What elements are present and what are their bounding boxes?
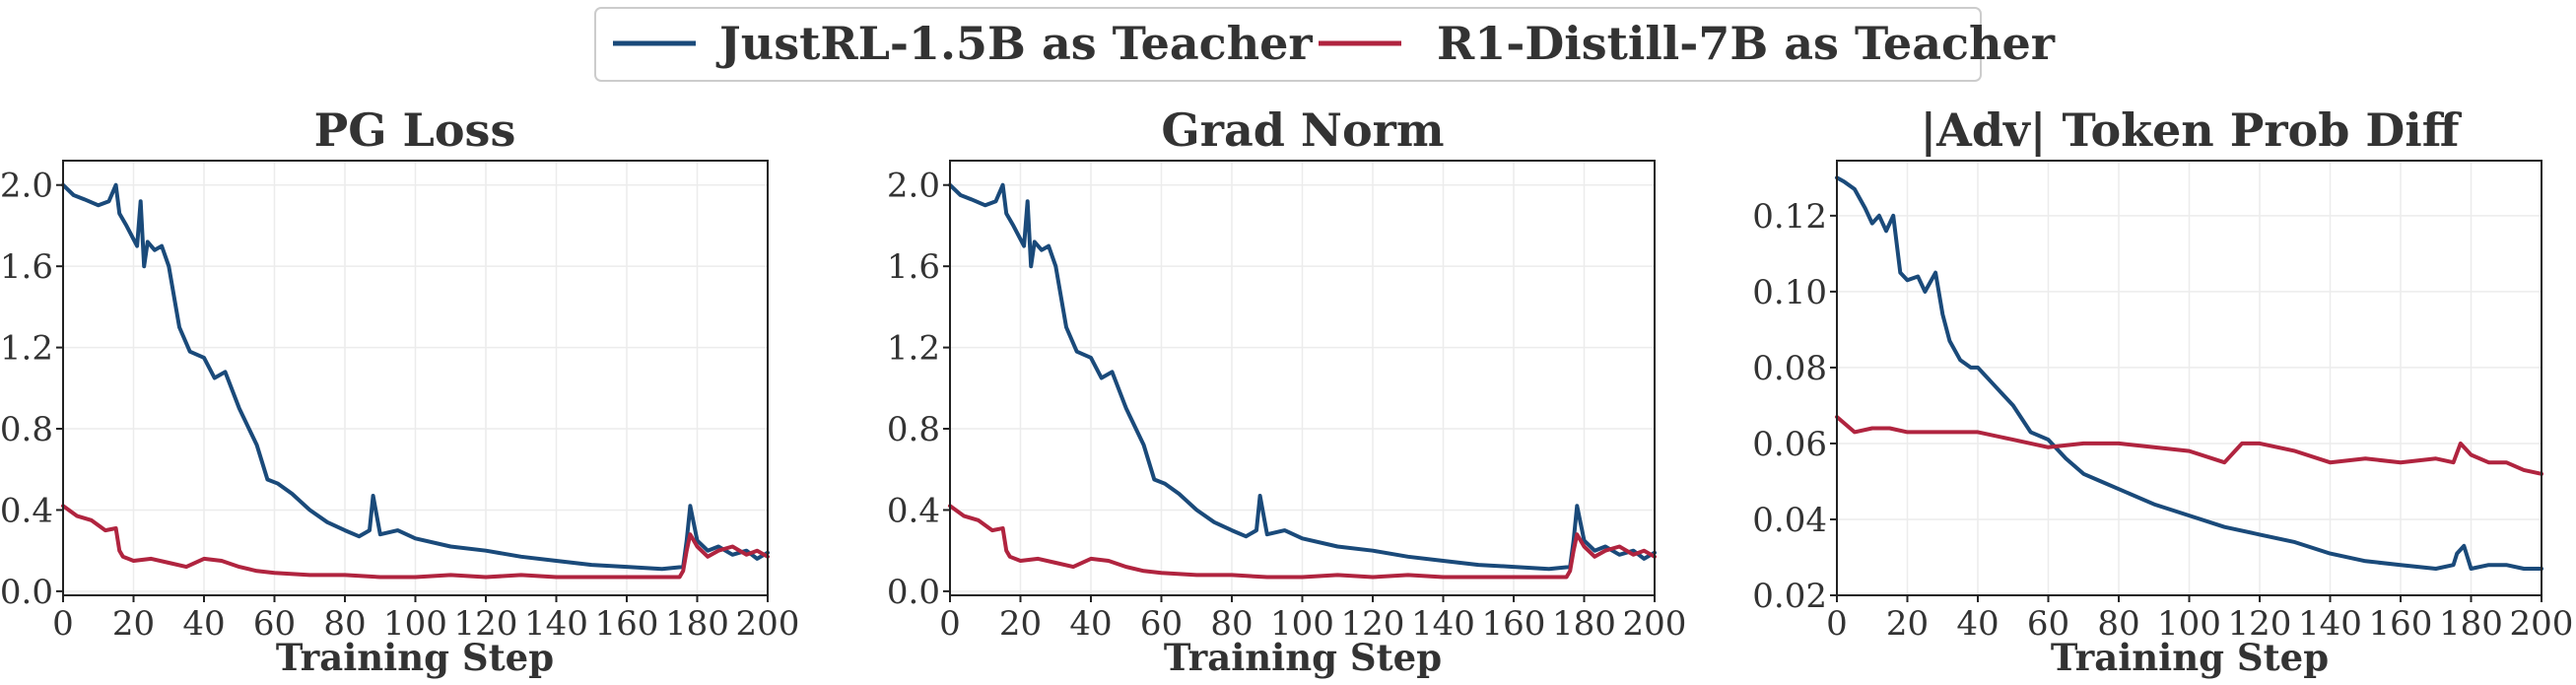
x-tick-label: 20: [1886, 604, 1929, 644]
x-tick-label: 200: [736, 604, 800, 644]
series-line-r1-distill: [1835, 415, 2543, 476]
x-tick-label: 100: [383, 604, 447, 644]
x-tick-label: 160: [595, 604, 659, 644]
x-axis-label: Training Step: [2051, 636, 2329, 679]
legend: JustRL-1.5B as Teacher R1-Distill-7B as …: [594, 7, 2056, 82]
y-tick-label: 0.8: [0, 410, 53, 449]
legend-label-r1-distill: R1-Distill-7B as Teacher: [1437, 17, 2056, 70]
panel-title: PG Loss: [314, 103, 516, 157]
x-tick-label: 20: [999, 604, 1042, 644]
x-tick-label: 0: [52, 604, 74, 644]
y-tick-label: 1.2: [0, 329, 53, 369]
x-axis-label: Training Step: [1164, 636, 1442, 679]
x-tick-label: 180: [2439, 604, 2503, 644]
y-tick-label: 0.12: [1752, 197, 1827, 237]
panel-grad-norm: Grad Norm Training Step 0 20 40 60 80 100 120 1…: [887, 103, 1687, 679]
legend-label-justrl: JustRL-1.5B as Teacher: [715, 17, 1313, 70]
legend-frame: [594, 7, 1982, 82]
y-tick-label: 0.02: [1752, 577, 1827, 616]
y-tick-label: 1.2: [887, 329, 940, 369]
x-tick-label: 140: [2298, 604, 2362, 644]
panel-title: Grad Norm: [1161, 103, 1444, 157]
x-tick-label: 20: [112, 604, 155, 644]
x-tick-label: 40: [182, 604, 225, 644]
x-tick-label: 40: [1069, 604, 1112, 644]
y-tick-label: 0.10: [1752, 273, 1827, 312]
x-tick-label: 100: [1270, 604, 1334, 644]
y-tick-label: 0.4: [887, 491, 940, 530]
x-tick-label: 0: [939, 604, 961, 644]
x-tick-label: 140: [524, 604, 588, 644]
x-tick-label: 120: [454, 604, 518, 644]
x-tick-label: 60: [253, 604, 296, 644]
x-tick-label: 0: [1826, 604, 1848, 644]
y-tick-label: 2.0: [887, 167, 940, 206]
y-tick-label: 2.0: [0, 167, 53, 206]
y-tick-label: 1.6: [0, 247, 53, 287]
panel-adv-token-prob-diff: |Adv| Token Prob Diff Training Step 0 20 4…: [1752, 103, 2573, 679]
x-tick-label: 60: [2027, 604, 2069, 644]
x-tick-label: 80: [1210, 604, 1253, 644]
x-tick-label: 200: [2510, 604, 2574, 644]
panel-title: |Adv| Token Prob Diff: [1920, 103, 2462, 157]
x-tick-label: 160: [2369, 604, 2433, 644]
x-tick-label: 180: [665, 604, 729, 644]
x-tick-label: 140: [1411, 604, 1475, 644]
y-tick-label: 0.0: [887, 573, 940, 612]
y-tick-label: 0.08: [1752, 349, 1827, 388]
x-tick-label: 200: [1623, 604, 1687, 644]
y-tick-label: 1.6: [887, 247, 940, 287]
x-axis-label: Training Step: [276, 636, 554, 679]
x-tick-label: 80: [2097, 604, 2139, 644]
series-line-r1-distill: [948, 504, 1657, 580]
y-tick-label: 0.8: [887, 410, 940, 449]
y-tick-label: 0.06: [1752, 425, 1827, 464]
x-tick-label: 160: [1482, 604, 1546, 644]
x-tick-label: 180: [1552, 604, 1616, 644]
series-line-r1-distill: [61, 504, 770, 580]
y-tick-label: 0.04: [1752, 501, 1827, 540]
x-tick-label: 60: [1140, 604, 1183, 644]
x-tick-label: 80: [323, 604, 366, 644]
series-line-justrl: [1835, 175, 2543, 571]
y-tick-label: 0.4: [0, 491, 53, 530]
x-tick-label: 100: [2157, 604, 2221, 644]
x-tick-label: 120: [2228, 604, 2292, 644]
x-tick-label: 40: [1956, 604, 1999, 644]
panel-pg-loss: PG Loss Training Step 0 20 40 60 80 100 120 140…: [0, 103, 799, 679]
x-tick-label: 120: [1341, 604, 1405, 644]
y-tick-label: 0.0: [0, 573, 53, 612]
